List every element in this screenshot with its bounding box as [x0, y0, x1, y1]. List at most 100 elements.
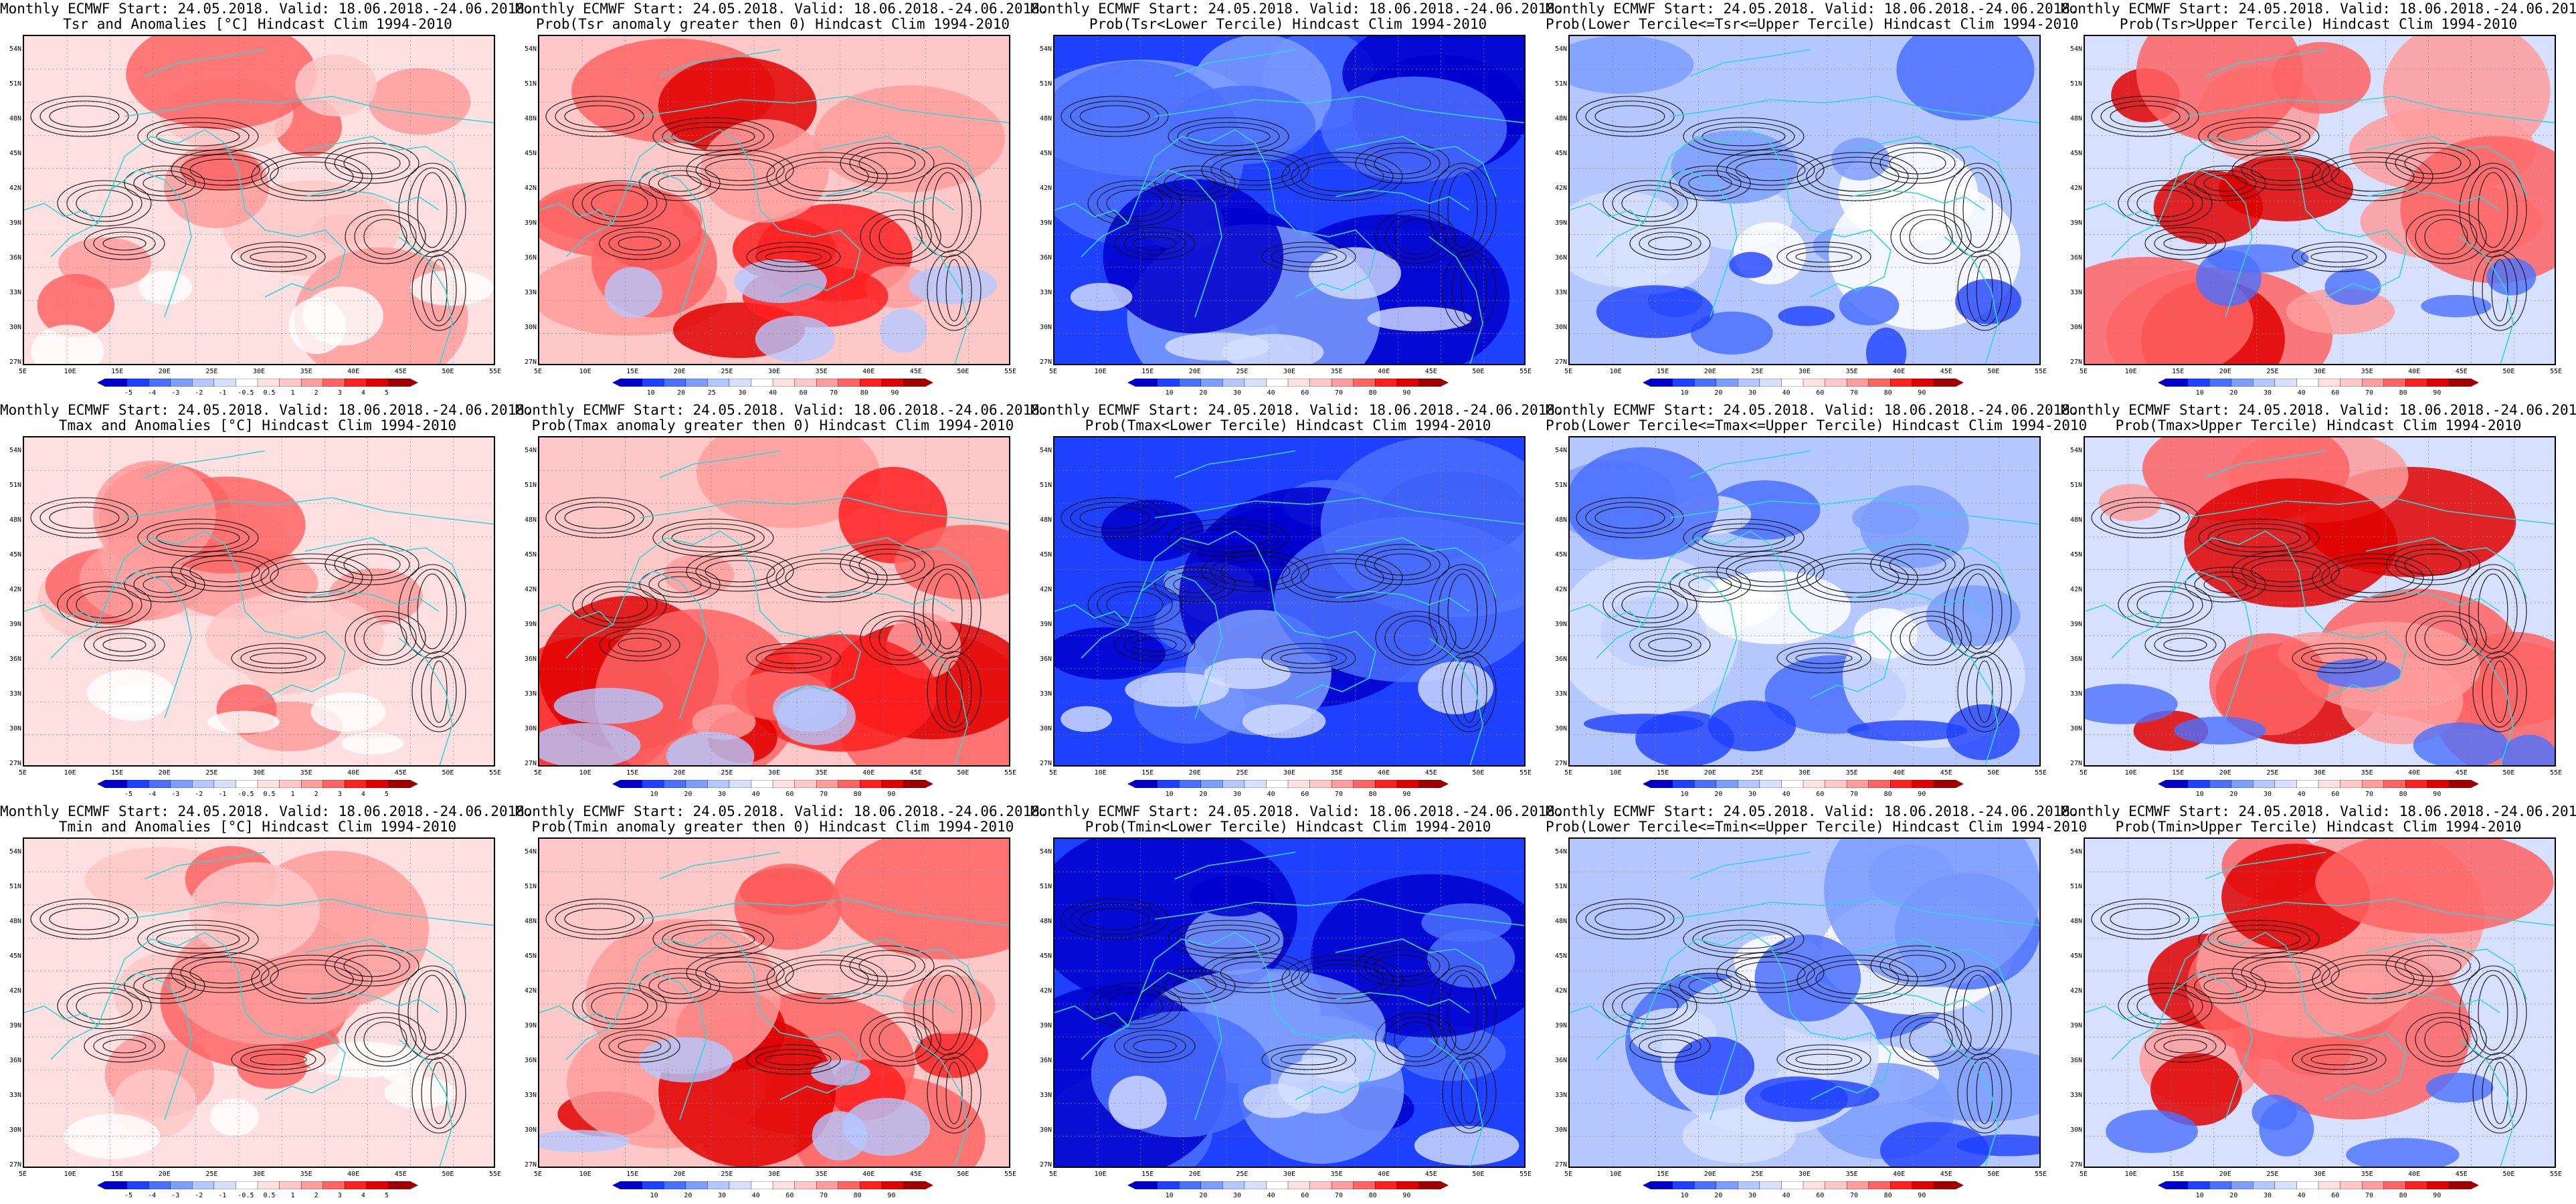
contour-line [1201, 149, 1309, 191]
lat-tick-label: 54N [1039, 447, 1052, 454]
contour-line [2231, 952, 2340, 993]
contour-line [1070, 502, 1160, 534]
contour-line [581, 987, 658, 1025]
lon-tick-label: 5E [533, 769, 543, 777]
field-region [894, 524, 1009, 600]
lat-tick-label: 45N [1039, 150, 1052, 157]
lon-tick-label: 25E [2266, 1171, 2279, 1178]
colorbar-segment [1331, 780, 1354, 788]
contour-line [421, 254, 457, 326]
coastline [1081, 972, 1222, 1120]
lat-tick-label: 36N [9, 1057, 21, 1064]
panel-title-line1: Monthly ECMWF Start: 24.05.2018. Valid: … [1546, 402, 2079, 418]
coastline [244, 209, 346, 298]
coastline [1275, 611, 1376, 699]
colorbar-tick-label: 60 [1301, 791, 1309, 798]
contour-line [1726, 957, 1815, 989]
contour-line [2136, 992, 2194, 1020]
colorbar-segment [2231, 1181, 2253, 1189]
lon-tick-label: 25E [1236, 1171, 1249, 1178]
coastline [1154, 898, 1524, 926]
lon-tick-label: 45E [394, 769, 407, 777]
lon-tick-label: 15E [1141, 1171, 1154, 1178]
colorbar-svg [97, 379, 418, 387]
colorbar-segment [2209, 780, 2232, 788]
field-region [1879, 1122, 1990, 1167]
contour-line [2163, 1039, 2207, 1054]
coastline [1154, 96, 1524, 124]
coastline [24, 203, 98, 224]
panel-title-line2: Prob(Lower Tercile<=Tsr<=Upper Tercile) … [1546, 16, 2079, 32]
contour-line [2127, 185, 2203, 222]
colorbar-segment [1418, 780, 1441, 788]
colorbar-tick-label: -3 [171, 1192, 180, 1199]
contour-line [858, 955, 916, 977]
contour-line [686, 149, 794, 191]
colorbar-tick-label: 60 [786, 1192, 794, 1199]
colorbar-segment [1157, 379, 1180, 387]
contour-line [1953, 569, 2003, 654]
lon-tick-label: 55E [1004, 1171, 1017, 1178]
lat-tick-label: 36N [1554, 1057, 1567, 1064]
lat-tick-label: 33N [524, 690, 537, 698]
contour-line [2241, 154, 2330, 186]
contour-line [1797, 152, 1918, 201]
colorbar-tick-label: 3 [337, 791, 342, 798]
contour-line [39, 100, 129, 132]
contour-line [2185, 968, 2266, 1004]
colorbar-segment [323, 1181, 345, 1189]
lon-tick-label: 25E [1751, 368, 1764, 375]
contour-line [2405, 1012, 2487, 1067]
lat-tick-label: 45N [2069, 150, 2082, 157]
field-region [2106, 1110, 2198, 1153]
contour-line [840, 142, 935, 184]
lon-tick-label: 30E [2313, 769, 2326, 777]
colorbar-tick-label: 5 [384, 791, 389, 798]
contour-line [1688, 175, 1732, 192]
lon-tick-label: 30E [1283, 368, 1296, 375]
contour-line [1364, 950, 1441, 982]
contour-line [2491, 1062, 2508, 1124]
coastline [565, 169, 707, 318]
panel-title-line2: Prob(Tmin anomaly greater then 0) Hindca… [531, 819, 1014, 835]
contour-line [849, 548, 925, 581]
lat-tick-label: 39N [1039, 219, 1052, 227]
lon-tick-label: 40E [1893, 368, 1906, 375]
coastline [1850, 189, 1985, 211]
contour-line [1186, 528, 1271, 548]
lon-tick-label: 30E [1798, 368, 1811, 375]
lat-tick-label: 45N [9, 551, 21, 559]
contour-line [1384, 1017, 1447, 1062]
lat-tick-label: 36N [1554, 254, 1567, 262]
colorbar-tick-label: 70 [819, 791, 828, 798]
lon-tick-label: 40E [862, 1171, 875, 1178]
lat-tick-label: 54N [524, 848, 537, 856]
colorbar-tick-label: 2 [314, 1192, 318, 1199]
contour-line [1679, 973, 1742, 999]
contour-line [1976, 660, 1993, 723]
colorbar-segment [213, 780, 237, 788]
lon-tick-label: 25E [205, 769, 218, 777]
field-region [237, 1047, 307, 1089]
colorbar-segment [366, 780, 389, 788]
contour-line [30, 898, 139, 940]
contour-line [1154, 567, 1236, 603]
colorbar-segment [860, 1181, 883, 1189]
contour-line [2250, 961, 2321, 984]
lon-tick-label: 30E [2313, 368, 2326, 375]
field-region [666, 732, 755, 765]
coastline [1669, 898, 2039, 926]
contour-line [1976, 259, 1993, 322]
panel-title-line1: Monthly ECMWF Start: 24.05.2018. Valid: … [515, 402, 1048, 418]
colorbar-tick-label: 10 [650, 791, 658, 798]
contour-line [417, 172, 448, 248]
colorbar-segment [903, 379, 926, 387]
colorbar-segment [881, 1181, 905, 1189]
contour-line [1602, 581, 1697, 628]
lon-tick-label: 15E [626, 368, 639, 375]
panel-title-line2: Prob(Lower Tercile<=Tmin<=Upper Tercile)… [1546, 819, 2088, 835]
contour-line [1621, 189, 1679, 217]
colorbar-segment [1693, 780, 1717, 788]
colorbar-tick-label: 10 [1165, 1192, 1174, 1199]
contour-line [658, 977, 702, 995]
